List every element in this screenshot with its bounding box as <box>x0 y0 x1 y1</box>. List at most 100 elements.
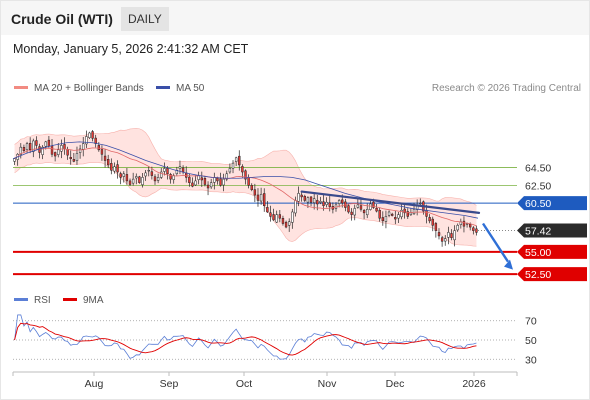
candle-body <box>259 193 263 202</box>
candle-body <box>328 202 331 207</box>
candle-body <box>425 209 428 217</box>
candle-body <box>163 168 166 172</box>
x-tick-label: Oct <box>236 378 252 390</box>
candle-body <box>447 232 450 238</box>
candle-body <box>384 216 388 222</box>
candle-body <box>469 224 472 228</box>
candle-body <box>369 203 372 210</box>
candle-body <box>69 157 72 159</box>
rsi-legend-swatch <box>14 298 28 301</box>
rsi-ma-line <box>14 322 477 356</box>
candle-body <box>275 214 278 223</box>
candle-body <box>387 211 391 216</box>
candle-body <box>131 178 135 184</box>
candle-body <box>263 193 266 207</box>
candle-body <box>444 238 447 242</box>
candle-body <box>272 214 275 221</box>
forecast-arrow-shaft <box>481 222 510 263</box>
candle-body <box>353 208 356 216</box>
candle-body <box>309 196 313 203</box>
bb-legend-label: MA 20 + Bollinger Bands <box>34 83 144 94</box>
candle-body <box>85 136 88 145</box>
candle-body <box>322 201 325 207</box>
candle-body <box>28 142 32 151</box>
candle-body <box>22 147 26 151</box>
x-tick-label: Nov <box>318 378 337 390</box>
candle-body <box>300 194 303 198</box>
candle-body <box>141 177 144 186</box>
candle-body <box>213 177 216 183</box>
candle-body <box>66 148 69 156</box>
candle-body <box>312 198 316 203</box>
candle-body <box>60 145 63 152</box>
legend: MA 20 + Bollinger Bands MA 50 Research ©… <box>14 83 581 306</box>
resistance-label: 62.50 <box>525 180 551 192</box>
candle-body <box>253 189 257 196</box>
candle-body <box>97 145 101 151</box>
rsi-panel: 70 50 30 <box>13 314 537 366</box>
resistance-label: 64.50 <box>525 163 551 175</box>
trend-annotations <box>300 190 513 270</box>
candle-body <box>256 194 260 201</box>
candle-body <box>228 168 232 173</box>
candle-body <box>203 177 207 185</box>
x-axis: Aug Sep Oct Nov Dec 2026 <box>12 371 518 390</box>
rsi-legend-label: RSI <box>34 295 51 306</box>
candle-body <box>188 176 191 183</box>
support-label-box <box>517 267 587 282</box>
candle-body <box>91 131 94 139</box>
candle-body <box>366 209 369 216</box>
candle-body <box>41 146 44 155</box>
candle-body <box>434 223 438 231</box>
ma50-line <box>12 141 479 219</box>
candle-body <box>200 177 203 181</box>
candle-body <box>375 207 378 212</box>
candle-body <box>135 176 138 179</box>
candle-body <box>82 143 85 150</box>
x-tick-label: Aug <box>85 378 104 390</box>
timestamp: Monday, January 5, 2026 2:41:32 AM CET <box>13 42 249 56</box>
candle-body <box>103 155 107 161</box>
candle-body <box>100 149 104 155</box>
candle-body <box>75 153 79 161</box>
candle-body <box>350 211 353 215</box>
pivot-label-box <box>517 196 587 211</box>
candle-body <box>234 157 238 162</box>
candle-body <box>50 145 54 155</box>
candle-body <box>110 163 113 171</box>
candle-body <box>156 177 160 181</box>
candle-body <box>225 173 228 180</box>
candle-body <box>169 174 172 180</box>
candle-body <box>419 202 422 205</box>
ma50-legend-label: MA 50 <box>176 83 205 94</box>
candle-body <box>47 139 51 147</box>
instrument-title: Crude Oil (WTI) <box>11 11 113 27</box>
candle-body <box>378 210 381 219</box>
candle-body <box>428 217 431 222</box>
candle-body <box>57 149 60 155</box>
candles <box>13 129 478 247</box>
candle-body <box>19 146 22 155</box>
candle-body <box>231 162 235 169</box>
candle-body <box>394 217 397 220</box>
candle-body <box>475 228 478 233</box>
candle-body <box>288 221 291 226</box>
bb-legend-swatch <box>14 86 28 89</box>
candle-body <box>25 143 29 151</box>
candle-body <box>472 227 475 231</box>
candle-body <box>238 155 241 166</box>
x-tick-label: 2026 <box>462 378 486 390</box>
price-level-labels: 64.50 62.50 60.50 57.42 55.00 52.50 <box>517 163 587 282</box>
pivot-label: 60.50 <box>525 198 551 210</box>
candle-body <box>281 218 285 224</box>
candle-body <box>450 233 453 238</box>
candle-body <box>250 185 253 191</box>
candle-body <box>191 182 194 187</box>
timeframe-button[interactable]: DAILY <box>121 7 169 31</box>
header-bar: Crude Oil (WTI) DAILY <box>1 1 589 35</box>
candle-body <box>116 164 119 173</box>
candle-body <box>397 214 400 219</box>
support-label-box <box>517 244 587 259</box>
candle-body <box>403 208 406 214</box>
